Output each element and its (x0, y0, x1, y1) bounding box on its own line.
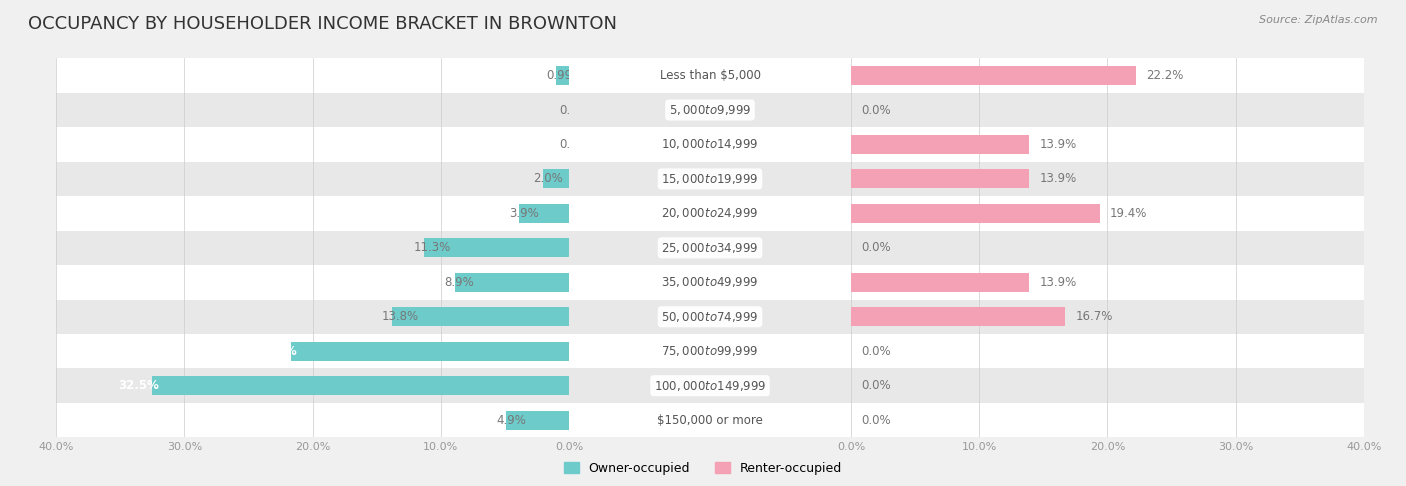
Bar (851, 204, 1099, 223)
Text: $20,000 to $24,999: $20,000 to $24,999 (661, 207, 759, 220)
Bar (851, 403, 1364, 437)
Bar (569, 58, 851, 93)
Bar (851, 368, 1364, 403)
Bar (569, 196, 851, 231)
Bar (56, 299, 569, 334)
Bar (56, 368, 569, 403)
Bar (569, 162, 851, 196)
Text: 0.0%: 0.0% (862, 414, 891, 427)
Text: 13.9%: 13.9% (1039, 138, 1077, 151)
Text: 2.0%: 2.0% (533, 173, 562, 186)
Text: Source: ZipAtlas.com: Source: ZipAtlas.com (1260, 15, 1378, 25)
Bar (851, 231, 1364, 265)
Text: 13.9%: 13.9% (1039, 276, 1077, 289)
Bar (851, 273, 1029, 292)
Bar (569, 299, 851, 334)
Bar (456, 273, 569, 292)
Bar (56, 93, 569, 127)
Text: $150,000 or more: $150,000 or more (657, 414, 763, 427)
Bar (851, 66, 1136, 85)
Bar (851, 170, 1029, 189)
Text: $35,000 to $49,999: $35,000 to $49,999 (661, 276, 759, 289)
Text: 19.4%: 19.4% (1109, 207, 1147, 220)
Bar (569, 403, 851, 437)
Text: 0.0%: 0.0% (558, 104, 588, 117)
Bar (851, 127, 1364, 162)
Text: 0.0%: 0.0% (862, 379, 891, 392)
Bar (56, 265, 569, 299)
Text: 0.0%: 0.0% (862, 104, 891, 117)
Bar (851, 93, 1364, 127)
Text: $100,000 to $149,999: $100,000 to $149,999 (654, 379, 766, 393)
Text: 13.9%: 13.9% (1039, 173, 1077, 186)
Bar (56, 127, 569, 162)
Bar (851, 135, 1029, 154)
Bar (56, 334, 569, 368)
Bar (56, 196, 569, 231)
Bar (851, 58, 1364, 93)
Bar (557, 66, 569, 85)
Bar (56, 162, 569, 196)
Text: 0.0%: 0.0% (862, 345, 891, 358)
Text: 16.7%: 16.7% (1076, 310, 1112, 323)
Text: 21.7%: 21.7% (256, 345, 297, 358)
Text: OCCUPANCY BY HOUSEHOLDER INCOME BRACKET IN BROWNTON: OCCUPANCY BY HOUSEHOLDER INCOME BRACKET … (28, 15, 617, 33)
Bar (543, 170, 569, 189)
Bar (291, 342, 569, 361)
Bar (851, 196, 1364, 231)
Bar (569, 127, 851, 162)
Bar (569, 265, 851, 299)
Text: 3.9%: 3.9% (509, 207, 538, 220)
Bar (851, 162, 1364, 196)
Text: 8.9%: 8.9% (444, 276, 474, 289)
Bar (56, 403, 569, 437)
Text: 13.8%: 13.8% (382, 310, 419, 323)
Bar (569, 231, 851, 265)
Text: 11.3%: 11.3% (413, 242, 451, 254)
Bar (392, 307, 569, 326)
Text: 0.0%: 0.0% (558, 138, 588, 151)
Text: 32.5%: 32.5% (118, 379, 159, 392)
Text: Less than $5,000: Less than $5,000 (659, 69, 761, 82)
Legend: Owner-occupied, Renter-occupied: Owner-occupied, Renter-occupied (558, 457, 848, 480)
Text: 4.9%: 4.9% (496, 414, 526, 427)
Bar (569, 334, 851, 368)
Bar (851, 334, 1364, 368)
Text: $75,000 to $99,999: $75,000 to $99,999 (661, 344, 759, 358)
Bar (851, 265, 1364, 299)
Bar (519, 204, 569, 223)
Text: 0.99%: 0.99% (546, 69, 583, 82)
Bar (56, 231, 569, 265)
Text: $10,000 to $14,999: $10,000 to $14,999 (661, 138, 759, 152)
Text: 22.2%: 22.2% (1146, 69, 1184, 82)
Bar (425, 239, 569, 258)
Bar (851, 299, 1364, 334)
Text: $25,000 to $34,999: $25,000 to $34,999 (661, 241, 759, 255)
Bar (569, 368, 851, 403)
Bar (506, 411, 569, 430)
Text: $15,000 to $19,999: $15,000 to $19,999 (661, 172, 759, 186)
Bar (56, 58, 569, 93)
Text: 0.0%: 0.0% (862, 242, 891, 254)
Bar (152, 376, 569, 395)
Text: $5,000 to $9,999: $5,000 to $9,999 (669, 103, 751, 117)
Bar (569, 93, 851, 127)
Bar (851, 307, 1066, 326)
Text: $50,000 to $74,999: $50,000 to $74,999 (661, 310, 759, 324)
